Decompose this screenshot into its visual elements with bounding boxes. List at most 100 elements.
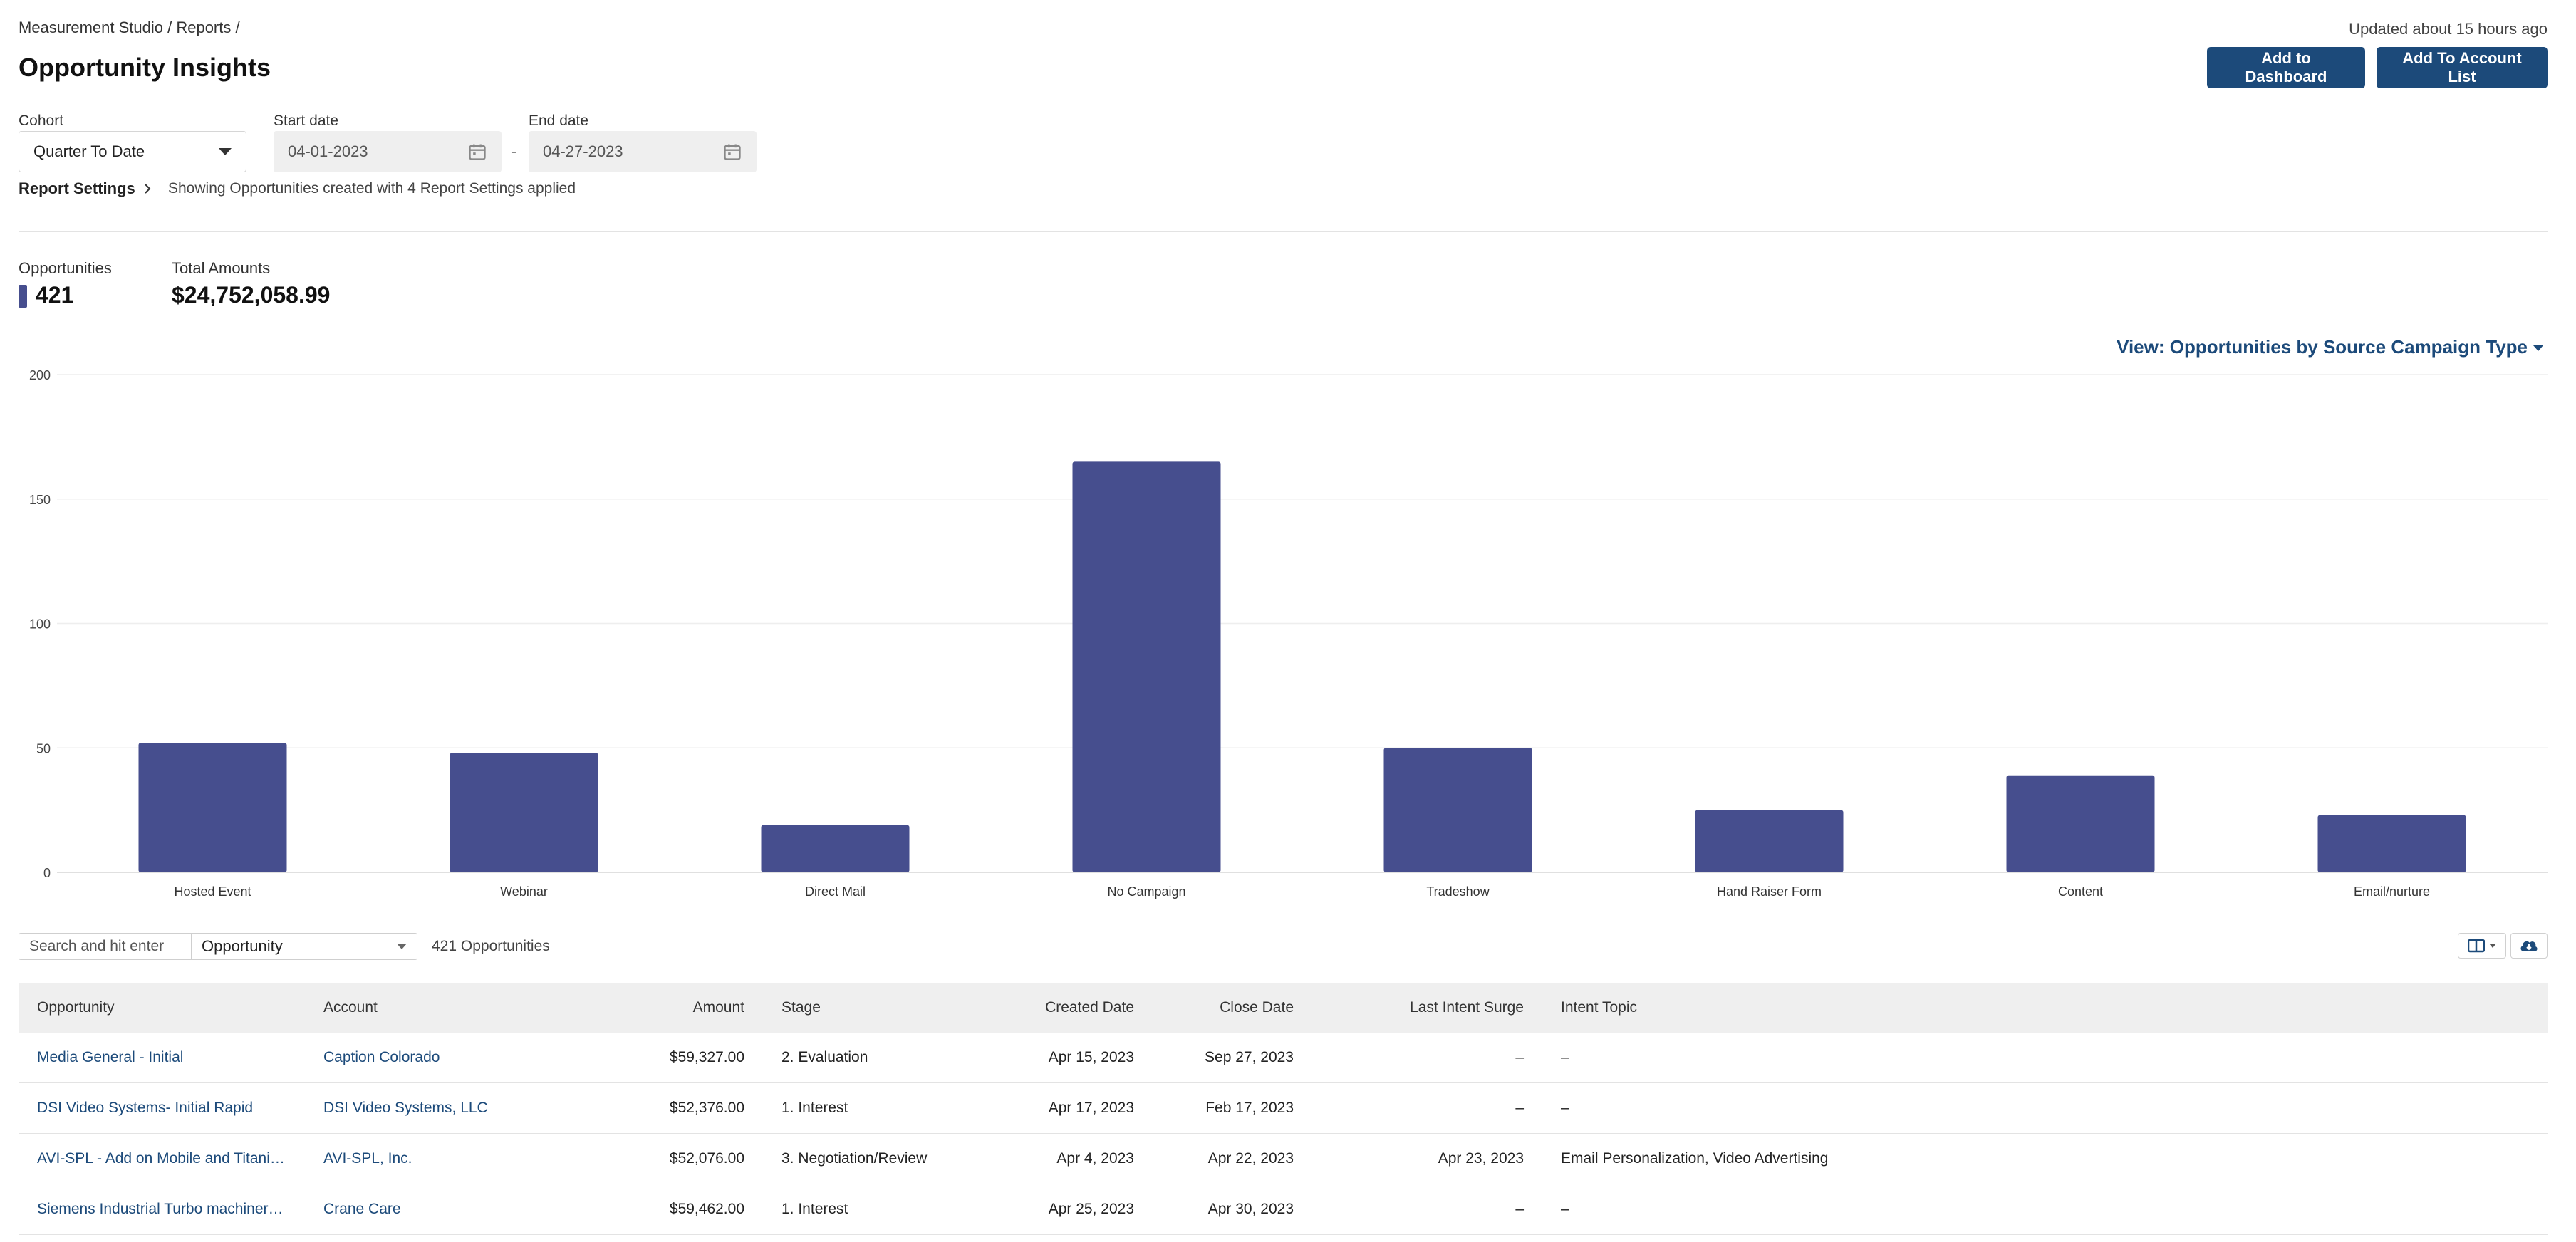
close-date-cell: Apr 30, 2023	[1153, 1184, 1312, 1235]
series-swatch	[19, 285, 27, 308]
view-selector-label: View: Opportunities by Source Campaign T…	[2117, 336, 2528, 358]
y-tick-label: 150	[29, 493, 51, 507]
stage-cell: 1. Interest	[763, 1184, 971, 1235]
table-row[interactable]: DSI Video Systems- Initial Rapid DSI Vid…	[19, 1082, 2548, 1134]
column-header-close-date[interactable]: Close Date	[1220, 999, 1294, 1016]
table-row[interactable]: AVI-SPL - Add on Mobile and Titaniu... A…	[19, 1133, 2548, 1184]
add-to-dashboard-button[interactable]: Add to Dashboard	[2207, 47, 2365, 88]
bar[interactable]	[2317, 815, 2466, 872]
column-header-created-date[interactable]: Created Date	[1045, 999, 1134, 1016]
total-amounts-label: Total Amounts	[172, 259, 271, 277]
cohort-value: Quarter To Date	[33, 142, 145, 160]
divider	[19, 231, 2548, 232]
table-header-row: Opportunity Account Amount Stage Created…	[19, 983, 2548, 1033]
account-link[interactable]: Crane Care	[323, 1201, 401, 1217]
table-row[interactable]: Siemens Industrial Turbo machinery... Cr…	[19, 1184, 2548, 1235]
end-date-field[interactable]: 04-27-2023	[529, 131, 757, 172]
report-settings-link[interactable]: Report Settings	[19, 179, 152, 198]
add-to-account-list-button[interactable]: Add To Account List	[2377, 47, 2548, 88]
x-tick-label: Direct Mail	[805, 884, 866, 899]
end-date-value: 04-27-2023	[543, 142, 623, 160]
column-header-intent-topic[interactable]: Intent Topic	[1561, 999, 1638, 1016]
caret-down-icon	[2533, 345, 2543, 351]
opportunities-label: Opportunities	[19, 259, 112, 277]
account-link[interactable]: DSI Video Systems, LLC	[323, 1100, 488, 1116]
stage-cell: 3. Negotiation/Review	[763, 1133, 971, 1184]
created-date-cell: Apr 4, 2023	[971, 1133, 1153, 1184]
bar[interactable]	[138, 743, 287, 872]
column-header-last-intent-surge[interactable]: Last Intent Surge	[1410, 999, 1524, 1016]
opportunity-link[interactable]: Media General - Initial	[37, 1049, 184, 1066]
bar[interactable]	[761, 825, 910, 872]
amount-cell: $52,076.00	[650, 1133, 763, 1184]
created-date-cell: Apr 17, 2023	[971, 1082, 1153, 1134]
close-date-cell: Sep 27, 2023	[1153, 1033, 1312, 1083]
opportunities-value: 421	[36, 282, 74, 308]
opportunity-link[interactable]: Siemens Industrial Turbo machinery...	[37, 1201, 286, 1218]
x-tick-label: Hosted Event	[174, 884, 251, 899]
report-settings-note: Showing Opportunities created with 4 Rep…	[168, 180, 576, 197]
y-tick-label: 50	[36, 741, 51, 756]
view-selector[interactable]: View: Opportunities by Source Campaign T…	[2117, 336, 2543, 358]
x-tick-label: Content	[2058, 884, 2103, 899]
created-date-cell: Apr 25, 2023	[971, 1184, 1153, 1235]
total-amounts-value: $24,752,058.99	[172, 282, 331, 308]
close-date-cell: Feb 17, 2023	[1153, 1082, 1312, 1134]
x-tick-label: Email/nurture	[2354, 884, 2430, 899]
column-header-account[interactable]: Account	[323, 999, 378, 1016]
x-tick-label: No Campaign	[1107, 884, 1185, 899]
close-date-cell: Apr 22, 2023	[1153, 1133, 1312, 1184]
cloud-download-icon	[2520, 941, 2538, 951]
created-date-cell: Apr 15, 2023	[971, 1033, 1153, 1083]
intent-topic-cell: –	[1542, 1033, 2548, 1083]
amount-cell: $59,327.00	[650, 1033, 763, 1083]
y-tick-label: 0	[43, 866, 51, 880]
end-date-label: End date	[529, 113, 589, 129]
bar[interactable]	[1695, 810, 1844, 872]
chevron-right-icon	[145, 184, 151, 194]
x-tick-label: Hand Raiser Form	[1717, 884, 1822, 899]
columns-icon	[2468, 939, 2485, 953]
start-date-field[interactable]: 04-01-2023	[274, 131, 502, 172]
record-type-select[interactable]: Opportunity	[191, 933, 417, 960]
columns-button[interactable]	[2458, 933, 2506, 959]
bar[interactable]	[1383, 748, 1532, 872]
breadcrumb[interactable]: Measurement Studio / Reports /	[19, 19, 240, 36]
download-button[interactable]	[2510, 933, 2548, 959]
cohort-label: Cohort	[19, 113, 64, 129]
calendar-icon[interactable]	[467, 142, 487, 162]
date-separator: -	[511, 142, 517, 160]
account-link[interactable]: Caption Colorado	[323, 1049, 440, 1065]
opportunities-table: Opportunity Account Amount Stage Created…	[19, 983, 2548, 1235]
opportunity-link[interactable]: DSI Video Systems- Initial Rapid	[37, 1100, 254, 1117]
last-intent-surge-cell: Apr 23, 2023	[1312, 1133, 1542, 1184]
opportunity-link[interactable]: AVI-SPL - Add on Mobile and Titaniu...	[37, 1150, 286, 1167]
calendar-icon[interactable]	[722, 142, 742, 162]
amount-cell: $59,462.00	[650, 1184, 763, 1235]
y-tick-label: 200	[29, 368, 51, 382]
search-input[interactable]	[19, 933, 192, 960]
table-row[interactable]: Media General - Initial Caption Colorado…	[19, 1033, 2548, 1083]
column-header-stage[interactable]: Stage	[781, 999, 821, 1016]
intent-topic-cell: –	[1542, 1184, 2548, 1235]
last-intent-surge-cell: –	[1312, 1082, 1542, 1134]
column-header-amount[interactable]: Amount	[692, 999, 744, 1016]
opportunities-count: 421 Opportunities	[432, 938, 550, 954]
bar[interactable]	[1072, 461, 1221, 872]
caret-down-icon	[397, 944, 407, 949]
report-settings-label: Report Settings	[19, 179, 135, 197]
bar-chart: 0 50 100 150 200 Hosted Event Webinar Direct Ma…	[29, 368, 2548, 899]
y-tick-label: 100	[29, 617, 51, 632]
x-tick-label: Webinar	[500, 884, 548, 899]
stage-cell: 1. Interest	[763, 1082, 971, 1134]
page-title: Opportunity Insights	[19, 53, 271, 82]
column-header-opportunity[interactable]: Opportunity	[37, 999, 115, 1016]
bar[interactable]	[450, 753, 598, 872]
cohort-select[interactable]: Quarter To Date	[19, 131, 246, 172]
caret-down-icon	[219, 148, 232, 155]
account-link[interactable]: AVI-SPL, Inc.	[323, 1150, 412, 1167]
caret-down-icon	[2489, 944, 2496, 948]
intent-topic-cell: Email Personalization, Video Advertising	[1542, 1133, 2548, 1184]
bar[interactable]	[2006, 775, 2155, 872]
